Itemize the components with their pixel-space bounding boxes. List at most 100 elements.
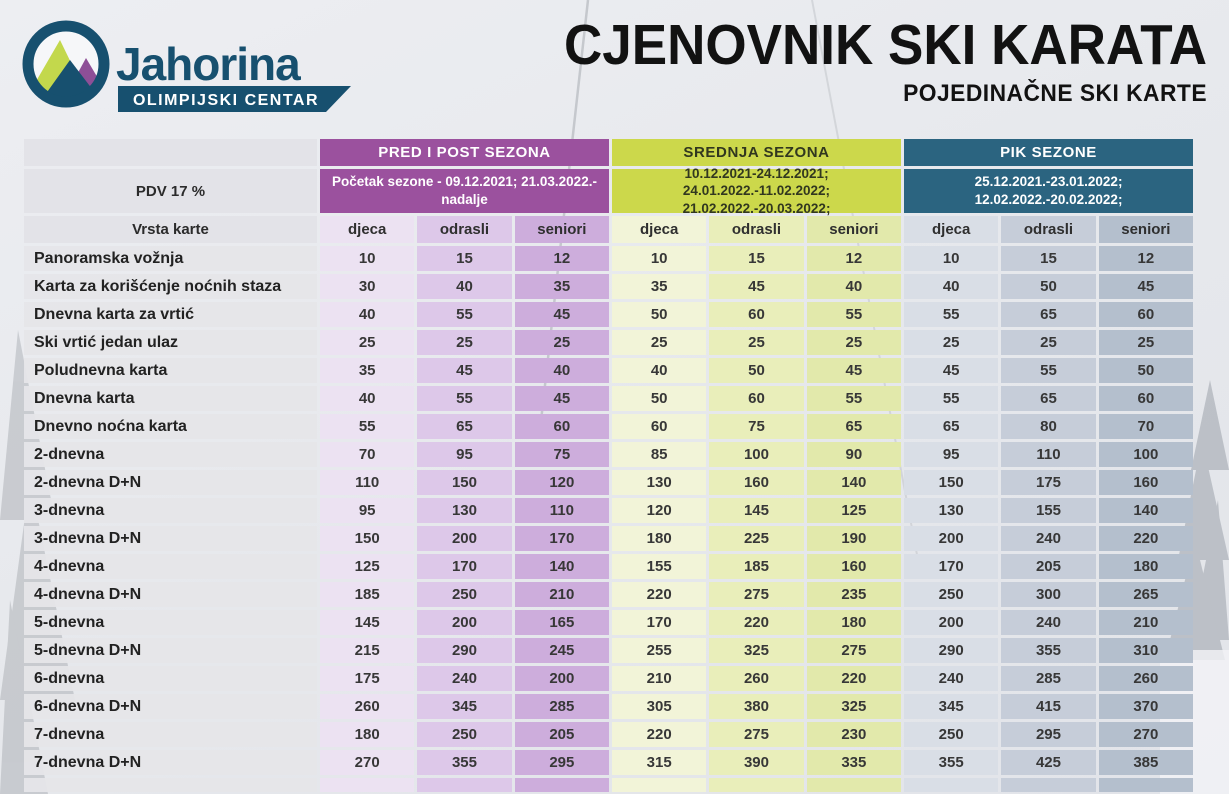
- season-header-2: PIK SEZONE: [904, 139, 1193, 166]
- row-label-0: Panoramska vožnja: [24, 246, 317, 271]
- row-label-17: 7-dnevna: [24, 722, 317, 747]
- price-cell-14-7: 355: [1001, 638, 1096, 663]
- price-cell-7-3: 85: [612, 442, 707, 467]
- price-cell-13-5: 180: [806, 610, 901, 635]
- price-cell-14-5: 275: [806, 638, 901, 663]
- price-cell-1-5: 40: [806, 274, 901, 299]
- price-cell-13-0: 145: [320, 610, 415, 635]
- price-cell-13-7: 240: [1001, 610, 1096, 635]
- price-cell-0-7: 15: [1001, 246, 1096, 271]
- row-label-2: Dnevna karta za vrtić: [24, 302, 317, 327]
- price-cell-5-4: 60: [709, 386, 804, 411]
- price-cell-2-1: 55: [417, 302, 512, 327]
- price-cell-6-2: 60: [514, 414, 609, 439]
- row-label-15: 6-dnevna: [24, 666, 317, 691]
- price-cell-16-0: 260: [320, 694, 415, 719]
- price-cell-14-3: 255: [612, 638, 707, 663]
- price-cell-18-6: 355: [904, 750, 999, 775]
- price-cell-10-1: 200: [417, 526, 512, 551]
- price-cell-5-1: 55: [417, 386, 512, 411]
- price-cell-0-5: 12: [806, 246, 901, 271]
- price-cell-7-4: 100: [709, 442, 804, 467]
- price-cell-6-5: 65: [806, 414, 901, 439]
- row-label-partial: [24, 778, 317, 792]
- age-group-header-0-2: seniori: [514, 216, 609, 243]
- price-cell-0-2: 12: [514, 246, 609, 271]
- season-header-1: SREDNJA SEZONA: [612, 139, 901, 166]
- price-cell-8-2: 120: [514, 470, 609, 495]
- price-cell-9-3: 120: [612, 498, 707, 523]
- age-group-header-1-0: djeca: [612, 216, 707, 243]
- price-cell-10-4: 225: [709, 526, 804, 551]
- page-title: CJENOVNIK SKI KARATA: [563, 13, 1207, 77]
- price-cell-4-7: 55: [1001, 358, 1096, 383]
- price-cell-partial-1-1: [709, 778, 804, 792]
- logo-banner: [118, 86, 351, 112]
- price-cell-16-3: 305: [612, 694, 707, 719]
- price-cell-14-8: 310: [1098, 638, 1193, 663]
- price-cell-15-7: 285: [1001, 666, 1096, 691]
- price-cell-7-8: 100: [1098, 442, 1193, 467]
- price-cell-14-6: 290: [904, 638, 999, 663]
- price-cell-17-1: 250: [417, 722, 512, 747]
- age-group-header-1-2: seniori: [806, 216, 901, 243]
- price-cell-4-1: 45: [417, 358, 512, 383]
- price-cell-13-1: 200: [417, 610, 512, 635]
- price-cell-18-2: 295: [514, 750, 609, 775]
- price-cell-16-4: 380: [709, 694, 804, 719]
- price-cell-11-3: 155: [612, 554, 707, 579]
- price-cell-3-3: 25: [612, 330, 707, 355]
- price-cell-8-4: 160: [709, 470, 804, 495]
- season-dates-0: Početak sezone - 09.12.2021; 21.03.2022.…: [320, 169, 609, 213]
- price-cell-partial-0-0: [320, 778, 415, 792]
- price-cell-3-6: 25: [904, 330, 999, 355]
- price-cell-4-0: 35: [320, 358, 415, 383]
- price-cell-15-2: 200: [514, 666, 609, 691]
- price-cell-2-3: 50: [612, 302, 707, 327]
- price-cell-12-8: 265: [1098, 582, 1193, 607]
- price-cell-15-5: 220: [806, 666, 901, 691]
- price-cell-12-6: 250: [904, 582, 999, 607]
- price-cell-9-8: 140: [1098, 498, 1193, 523]
- row-label-7: 2-dnevna: [24, 442, 317, 467]
- ticket-type-header: Vrsta karte: [24, 216, 317, 243]
- row-label-3: Ski vrtić jedan ulaz: [24, 330, 317, 355]
- price-cell-11-7: 205: [1001, 554, 1096, 579]
- price-cell-8-1: 150: [417, 470, 512, 495]
- price-cell-2-0: 40: [320, 302, 415, 327]
- jahorina-logo: Jahorina OLIMPIJSKI CENTAR: [16, 14, 361, 118]
- price-cell-5-2: 45: [514, 386, 609, 411]
- price-cell-1-8: 45: [1098, 274, 1193, 299]
- price-cell-18-5: 335: [806, 750, 901, 775]
- price-cell-1-6: 40: [904, 274, 999, 299]
- price-cell-8-0: 110: [320, 470, 415, 495]
- price-cell-9-6: 130: [904, 498, 999, 523]
- price-cell-4-6: 45: [904, 358, 999, 383]
- price-cell-0-8: 12: [1098, 246, 1193, 271]
- price-cell-12-7: 300: [1001, 582, 1096, 607]
- price-cell-16-8: 370: [1098, 694, 1193, 719]
- price-cell-2-6: 55: [904, 302, 999, 327]
- age-group-header-0-0: djeca: [320, 216, 415, 243]
- row-label-1: Karta za korišćenje noćnih staza: [24, 274, 317, 299]
- price-cell-18-4: 390: [709, 750, 804, 775]
- price-cell-6-8: 70: [1098, 414, 1193, 439]
- price-cell-3-4: 25: [709, 330, 804, 355]
- row-label-10: 3-dnevna D+N: [24, 526, 317, 551]
- age-group-header-2-0: djeca: [904, 216, 999, 243]
- price-cell-5-5: 55: [806, 386, 901, 411]
- price-cell-13-6: 200: [904, 610, 999, 635]
- price-cell-12-5: 235: [806, 582, 901, 607]
- price-cell-7-2: 75: [514, 442, 609, 467]
- price-cell-17-5: 230: [806, 722, 901, 747]
- price-cell-3-1: 25: [417, 330, 512, 355]
- price-cell-7-0: 70: [320, 442, 415, 467]
- price-cell-6-4: 75: [709, 414, 804, 439]
- price-cell-9-2: 110: [514, 498, 609, 523]
- price-cell-2-4: 60: [709, 302, 804, 327]
- row-label-14: 5-dnevna D+N: [24, 638, 317, 663]
- price-cell-0-3: 10: [612, 246, 707, 271]
- price-cell-6-0: 55: [320, 414, 415, 439]
- season-header-0: PRED I POST SEZONA: [320, 139, 609, 166]
- vat-label-cell: PDV 17 %: [24, 169, 317, 213]
